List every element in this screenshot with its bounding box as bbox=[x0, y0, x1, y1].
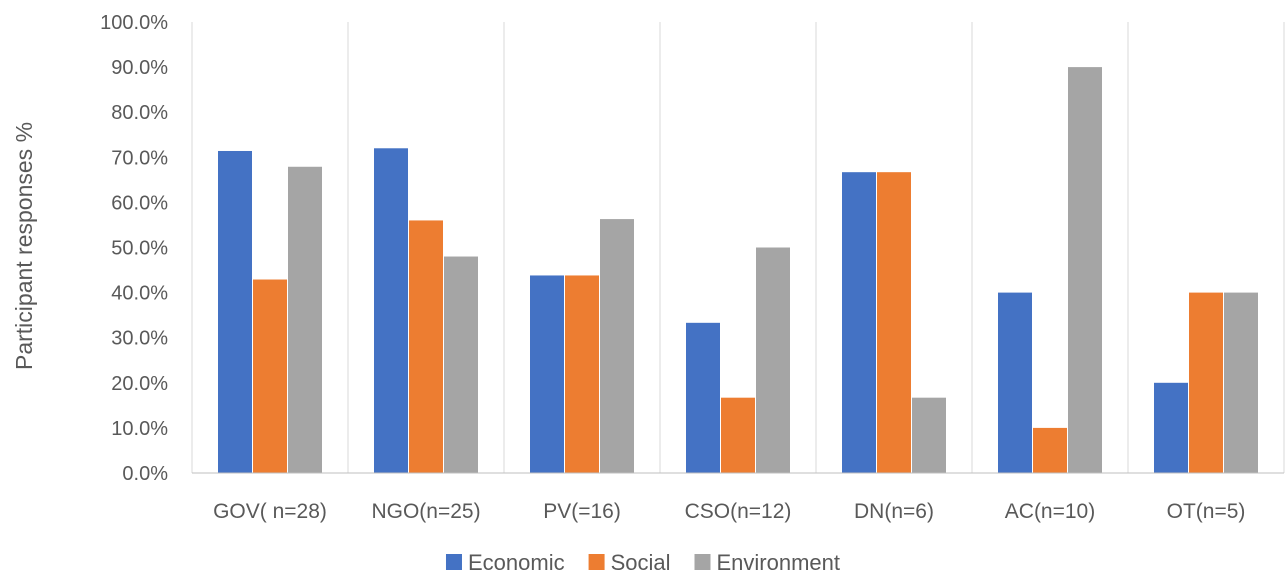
x-tick-label: CSO(n=12) bbox=[685, 500, 792, 523]
x-tick-label: DN(n=6) bbox=[854, 500, 934, 523]
y-tick-label: 10.0% bbox=[111, 418, 168, 440]
x-tick-label: AC(n=10) bbox=[1005, 500, 1095, 523]
bar-environment-5 bbox=[1068, 67, 1102, 473]
bar-environment-0 bbox=[288, 166, 322, 473]
bar-environment-2 bbox=[600, 219, 634, 473]
x-tick-label: NGO(n=25) bbox=[371, 500, 480, 523]
y-tick-label: 20.0% bbox=[111, 373, 168, 395]
y-tick-label: 30.0% bbox=[111, 328, 168, 350]
axis-layer: 0.0% 10.0% 20.0% 30.0% 40.0% 50.0% 60.0% 70.0% 8… bbox=[100, 12, 1284, 523]
bar-social-3 bbox=[721, 397, 755, 473]
legend-item-economic: Economic bbox=[445, 550, 565, 575]
y-tick-label: 40.0% bbox=[111, 283, 168, 305]
x-tick-label: PV(=16) bbox=[543, 500, 621, 523]
legend-label: Social bbox=[611, 550, 671, 575]
bar-environment-1 bbox=[444, 256, 478, 473]
legend-label: Environment bbox=[717, 550, 841, 575]
legend-item-social: Social bbox=[588, 550, 671, 575]
bar-environment-3 bbox=[756, 247, 790, 473]
bar-economic-2 bbox=[530, 275, 564, 473]
legend: Economic Social Environment bbox=[445, 550, 841, 575]
bar-economic-3 bbox=[686, 322, 720, 473]
legend-label: Economic bbox=[468, 550, 565, 575]
y-axis-title: Participant responses % bbox=[11, 122, 37, 370]
legend-swatch bbox=[694, 554, 711, 570]
y-tick-label: 0.0% bbox=[122, 463, 168, 485]
bar-social-0 bbox=[253, 279, 287, 473]
y-tick-label: 80.0% bbox=[111, 102, 168, 124]
y-tick-label: 70.0% bbox=[111, 147, 168, 169]
y-tick-label: 90.0% bbox=[111, 57, 168, 79]
bar-economic-0 bbox=[218, 150, 252, 473]
legend-swatch bbox=[445, 554, 462, 570]
bar-social-2 bbox=[565, 275, 599, 473]
bar-economic-6 bbox=[1154, 382, 1188, 473]
bar-social-5 bbox=[1033, 427, 1067, 473]
x-tick-label: GOV( n=28) bbox=[213, 500, 327, 523]
y-tick-label: 50.0% bbox=[111, 238, 168, 260]
x-tick-label: OT(n=5) bbox=[1167, 500, 1246, 523]
y-tick-label: 60.0% bbox=[111, 192, 168, 214]
bars-layer bbox=[218, 67, 1258, 474]
y-tick-label: 100.0% bbox=[100, 12, 168, 34]
bar-environment-6 bbox=[1224, 292, 1258, 473]
bar-environment-4 bbox=[912, 397, 946, 473]
bar-economic-4 bbox=[842, 172, 876, 474]
bar-economic-5 bbox=[998, 292, 1032, 473]
bar-social-6 bbox=[1189, 292, 1223, 473]
bar-economic-1 bbox=[374, 148, 408, 473]
grid-layer bbox=[191, 22, 1285, 473]
legend-item-environment: Environment bbox=[694, 550, 841, 575]
bar-social-4 bbox=[877, 172, 911, 474]
legend-swatch bbox=[588, 554, 605, 570]
bar-social-1 bbox=[409, 220, 443, 473]
